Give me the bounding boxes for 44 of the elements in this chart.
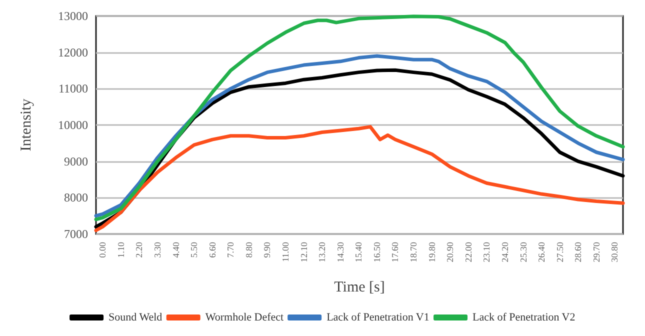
y-axis-title: Intensity [18, 98, 34, 152]
x-tick-label: 29.70 [591, 242, 602, 262]
x-tick-label: 7.70 [226, 242, 236, 258]
x-tick-label: 12.10 [298, 242, 309, 262]
legend-label: Lack of Penetration V1 [326, 312, 430, 324]
x-tick-label: 26.40 [536, 242, 547, 262]
x-tick-label: 3.30 [152, 242, 163, 258]
legend-label: Lack of Penetration V2 [472, 312, 576, 324]
x-tick-label: 16.50 [372, 242, 382, 262]
x-tick-label: 27.50 [554, 242, 565, 262]
y-tick-label: 8000 [64, 190, 88, 205]
x-tick-label: 25.30 [518, 242, 528, 262]
x-tick-label: 13.20 [317, 242, 328, 262]
line-series [94, 125, 625, 232]
x-tick-label: 9.90 [262, 242, 272, 258]
x-axis-title: Time [s] [334, 280, 385, 296]
y-tick-label: 13000 [58, 9, 88, 23]
y-tick-label: 12000 [58, 45, 88, 60]
x-tick-label: 23.10 [482, 242, 492, 262]
x-tick-label: 30.80 [610, 242, 620, 262]
y-tick-label: 9000 [64, 154, 88, 168]
x-tick-label: 17.60 [390, 242, 400, 262]
x-tick-label: 28.60 [573, 242, 584, 262]
y-tick-label: 10000 [58, 118, 88, 132]
x-tick-label: 14.30 [335, 242, 346, 262]
x-tick-label: 24.20 [500, 242, 510, 262]
x-tick-label: 18.70 [408, 242, 419, 262]
x-tick-label: 6.60 [207, 242, 218, 258]
x-tick-label: 20.90 [445, 242, 456, 262]
x-tick-label: 2.20 [134, 242, 144, 258]
y-tick-label: 7000 [64, 227, 88, 241]
x-tick-label: 1.10 [116, 242, 126, 258]
x-tick-label: 15.40 [354, 242, 364, 262]
y-tick-label: 11000 [58, 82, 88, 96]
x-tick-label: 22.00 [463, 242, 474, 262]
x-tick-label: 0.00 [98, 242, 108, 258]
x-tick-label: 5.50 [189, 242, 200, 258]
x-tick-label: 19.80 [426, 242, 437, 262]
x-tick-label: 11.00 [280, 242, 291, 262]
legend-label: Sound Weld [108, 312, 163, 324]
x-tick-label: 4.40 [170, 242, 181, 258]
legend-label: Wormhole Defect [205, 312, 284, 324]
line-series [94, 14, 625, 222]
x-tick-label: 8.80 [244, 242, 254, 258]
